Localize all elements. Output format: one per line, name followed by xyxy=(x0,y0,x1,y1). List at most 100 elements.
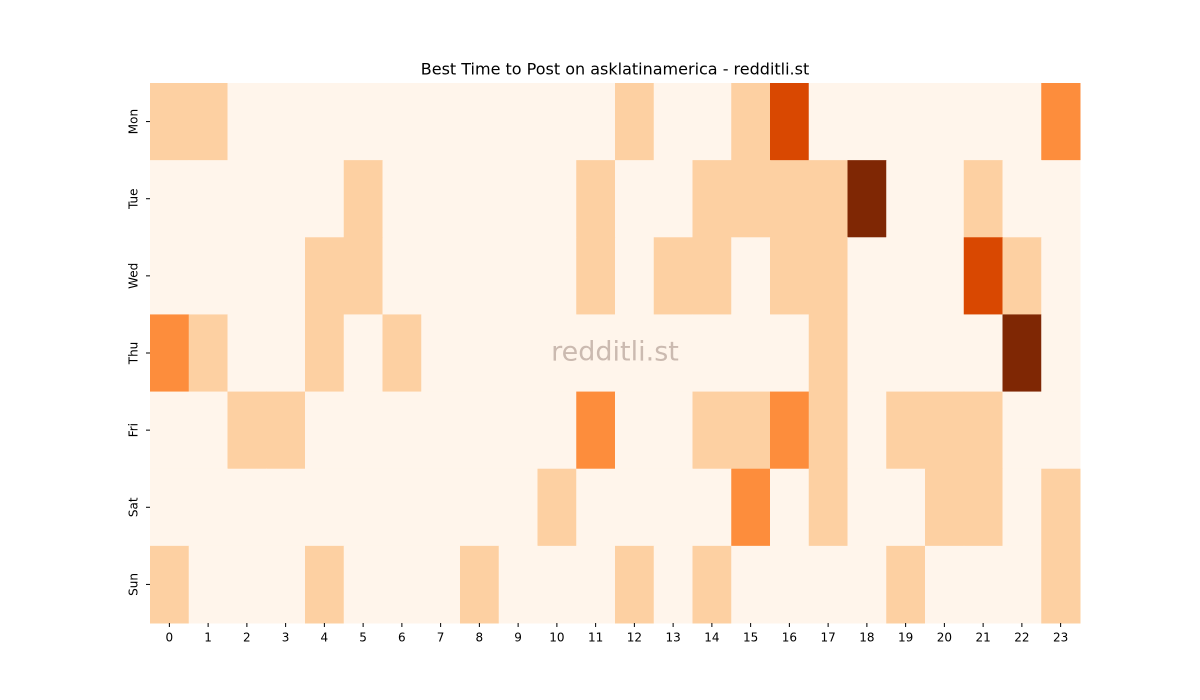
cell xyxy=(305,237,345,315)
chart-title: Best Time to Post on asklatinamerica - r… xyxy=(421,60,810,79)
cell xyxy=(615,314,655,393)
cell xyxy=(1002,545,1042,624)
cell xyxy=(847,391,887,470)
cell xyxy=(653,83,693,161)
cell xyxy=(1041,314,1081,393)
x-tick-label: 14 xyxy=(704,631,719,645)
cell xyxy=(731,391,771,470)
cell xyxy=(886,391,926,470)
watermark: redditli.st xyxy=(551,337,679,368)
cell xyxy=(692,83,732,161)
cell xyxy=(1041,545,1081,624)
cell xyxy=(227,237,267,315)
cell xyxy=(227,83,267,161)
cell xyxy=(653,237,693,315)
cell xyxy=(770,83,810,161)
x-tick-label: 2 xyxy=(243,631,251,645)
x-tick-label: 7 xyxy=(437,631,445,645)
cell xyxy=(498,545,538,624)
cell xyxy=(808,83,848,161)
cell xyxy=(615,237,655,315)
cell xyxy=(227,314,267,393)
x-tick-label: 19 xyxy=(898,631,913,645)
cell xyxy=(1041,237,1081,315)
cell xyxy=(731,237,771,315)
cell xyxy=(808,468,848,547)
cell xyxy=(460,468,500,547)
cell xyxy=(963,391,1003,470)
cell xyxy=(692,160,732,238)
cell xyxy=(343,314,383,393)
cell xyxy=(537,391,577,470)
cell xyxy=(537,314,577,393)
cell xyxy=(150,391,190,470)
cell xyxy=(227,160,267,238)
y-tick-label: Sat xyxy=(127,497,141,517)
cell xyxy=(808,391,848,470)
cell xyxy=(808,545,848,624)
cell xyxy=(576,391,616,470)
cell xyxy=(498,83,538,161)
cell xyxy=(305,545,345,624)
cell xyxy=(460,314,500,393)
x-tick-label: 0 xyxy=(166,631,174,645)
cell xyxy=(925,468,965,547)
cell xyxy=(925,391,965,470)
cell xyxy=(498,314,538,393)
x-tick-label: 18 xyxy=(859,631,874,645)
cell xyxy=(576,237,616,315)
x-tick-label: 8 xyxy=(476,631,484,645)
cell xyxy=(421,314,461,393)
cell xyxy=(266,83,306,161)
cell xyxy=(808,314,848,393)
y-tick-label: Sun xyxy=(127,573,141,596)
cell xyxy=(770,314,810,393)
cell xyxy=(808,160,848,238)
x-tick-label: 15 xyxy=(743,631,758,645)
cell xyxy=(1041,160,1081,238)
cell xyxy=(537,237,577,315)
cell xyxy=(963,314,1003,393)
cell xyxy=(188,468,228,547)
axes: 0 1 2 3 4 5 6 7 8 9 10 11 12 13 14 15 16 17 18 19 20 21 22 23Mo… xyxy=(127,109,1069,645)
cell xyxy=(615,468,655,547)
x-tick-label: 12 xyxy=(627,631,642,645)
cell xyxy=(1002,237,1042,315)
cell xyxy=(537,83,577,161)
cell xyxy=(498,237,538,315)
cell xyxy=(343,468,383,547)
cell xyxy=(1002,314,1042,393)
cell xyxy=(460,83,500,161)
cell xyxy=(498,391,538,470)
cell xyxy=(615,83,655,161)
cell xyxy=(925,160,965,238)
cell xyxy=(963,468,1003,547)
cell xyxy=(305,314,345,393)
cell xyxy=(150,83,190,161)
cell xyxy=(615,545,655,624)
cell xyxy=(653,468,693,547)
cell xyxy=(692,391,732,470)
cell xyxy=(343,83,383,161)
cell xyxy=(731,314,771,393)
x-tick-label: 4 xyxy=(321,631,329,645)
cell xyxy=(188,391,228,470)
cell xyxy=(188,160,228,238)
cell xyxy=(266,468,306,547)
cell xyxy=(1002,468,1042,547)
cell xyxy=(615,160,655,238)
cell xyxy=(925,83,965,161)
cell xyxy=(925,314,965,393)
y-tick-label: Mon xyxy=(127,109,141,134)
cell xyxy=(498,468,538,547)
cell xyxy=(1002,83,1042,161)
cell xyxy=(692,314,732,393)
cell xyxy=(653,391,693,470)
y-tick-label: Tue xyxy=(127,188,141,210)
heatmap-cells xyxy=(150,83,1081,624)
y-tick-label: Fri xyxy=(127,423,141,437)
cell xyxy=(266,545,306,624)
cell xyxy=(963,160,1003,238)
cell xyxy=(382,237,422,315)
cell xyxy=(731,83,771,161)
